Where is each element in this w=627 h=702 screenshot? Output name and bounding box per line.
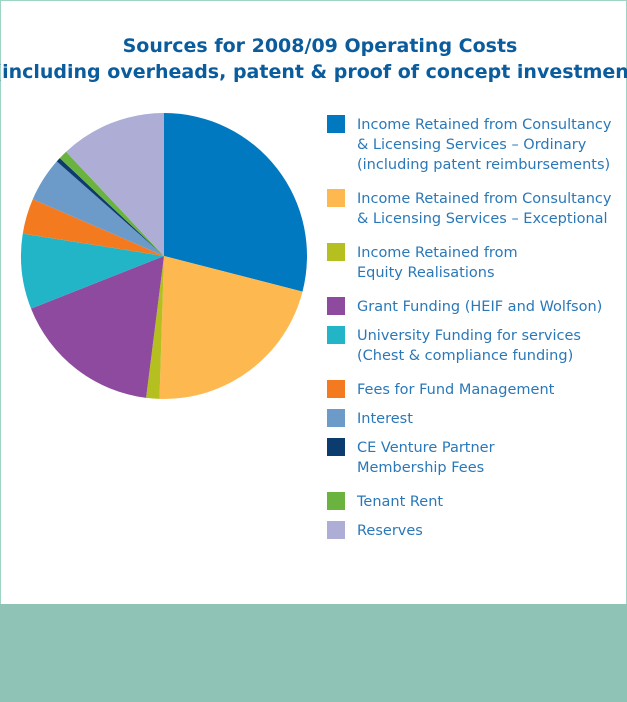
- pie-slice: [32, 161, 164, 256]
- pie-slice: [164, 113, 307, 292]
- legend-swatch: [327, 189, 345, 207]
- pie-slice: [59, 151, 164, 256]
- legend-label: Income Retained from Consultancy: [357, 117, 612, 133]
- legend-label: Tenant Rent: [356, 494, 443, 510]
- legend-label: Fees for Fund Management: [357, 382, 555, 398]
- legend-swatch: [327, 492, 345, 510]
- legend-swatch: [327, 297, 345, 315]
- legend-swatch: [327, 243, 345, 261]
- legend-label: Interest: [357, 411, 413, 427]
- pie-slice: [56, 158, 164, 256]
- legend-label: Income Retained from: [357, 245, 518, 261]
- pie-slice: [159, 256, 303, 399]
- legend-label: University Funding for services: [357, 328, 581, 344]
- legend-label: & Licensing Services – Exceptional: [357, 211, 608, 227]
- legend-label: Membership Fees: [357, 460, 484, 476]
- chart-title: Sources for 2008/09 Operating Costs: [123, 35, 518, 57]
- legend-label: (Chest & compliance funding): [357, 348, 573, 364]
- pie-slice: [21, 233, 165, 309]
- pie-slice: [66, 113, 164, 256]
- pie-slice: [22, 199, 165, 256]
- legend-swatch: [327, 521, 345, 539]
- legend-label: Reserves: [357, 523, 423, 539]
- legend-label: (including patent reimbursements): [357, 157, 610, 173]
- chart-subtitle: (including overheads, patent & proof of …: [0, 61, 627, 83]
- legend-label: Equity Realisations: [357, 265, 495, 281]
- legend-swatch: [327, 115, 345, 133]
- pie-slice: [146, 256, 164, 399]
- pie-slice: [31, 256, 164, 398]
- legend-label: & Licensing Services – Ordinary: [357, 137, 587, 153]
- legend-swatch: [327, 380, 345, 398]
- legend-swatch: [327, 326, 345, 344]
- legend-label: Grant Funding (HEIF and Wolfson): [357, 299, 602, 315]
- legend-label: CE Venture Partner: [357, 440, 495, 456]
- legend-swatch: [327, 409, 345, 427]
- footer-band: [0, 604, 627, 702]
- legend-label: Income Retained from Consultancy: [357, 191, 612, 207]
- legend-swatch: [327, 438, 345, 456]
